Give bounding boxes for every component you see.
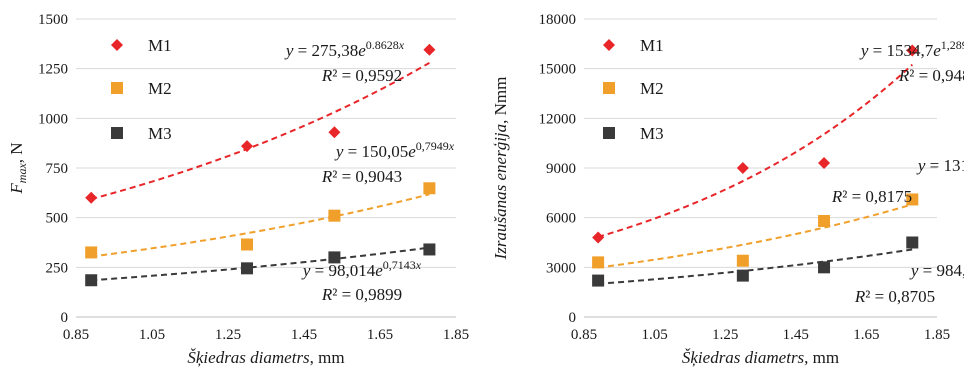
data-point-m3 [592,274,605,287]
data-point-m2 [906,193,919,206]
data-point-m3 [906,236,919,249]
data-point-m3 [85,274,98,287]
data-point-m2 [241,238,253,251]
y-tick-label: 1250 [38,62,68,78]
trendline-m2 [597,203,913,269]
x-tick-label: 0.85 [63,327,89,343]
y-tick-label: 18000 [539,12,577,28]
data-point-m3 [241,262,253,275]
data-point-m2 [85,246,98,259]
x-axis-title: Šķiedras diametrs, mm [682,348,839,367]
data-point-m1 [328,126,341,139]
x-tick-label: 1.25 [215,327,241,343]
data-point-m2 [328,209,341,222]
y-tick-label: 1000 [38,111,68,127]
chart-panel-energy: 0 3000 6000 9000 12000 15000 18000 0.85 1.05 1.25… [482,0,964,368]
legend-label: M2 [640,79,664,98]
r-squared: R² = 0,9486 [898,66,964,85]
y-tick-label: 250 [46,260,69,276]
x-tick-label: 1.05 [641,327,667,343]
x-tick-label: 1.85 [924,327,950,343]
y-tick-label: 750 [46,161,69,177]
y-axis-title: Fmax, N [7,142,29,194]
trend-equation: y = 150,05e0,7949x [334,139,455,161]
legend-label: M1 [148,36,172,55]
trend-equation: y = 984,18e0,799x [909,258,964,280]
data-point-m3 [328,251,341,264]
trend-equation: y = 1312,1e0,9244x [916,153,964,175]
fmax-chart: 0 250 500 750 1000 1250 1500 0.85 1.05 1.25 1.45 1.… [7,12,469,367]
legend-label: M3 [640,124,664,143]
r-squared: R² = 0,9899 [321,285,402,304]
chart-panel-fmax: 0 250 500 750 1000 1250 1500 0.85 1.05 1.25 1.45 1.… [7,12,469,367]
trendline-m3 [598,248,913,285]
legend-marker [603,82,615,94]
y-tick-label: 6000 [546,211,576,227]
trend-equation: y = 1534,7e1,2897x [859,38,964,60]
legend-label: M1 [640,36,664,55]
data-point-m1 [818,157,831,170]
r-squared: R² = 0,9592 [321,66,402,85]
trendline-m3 [91,246,430,282]
data-point-m1 [423,43,436,56]
r-squared: R² = 0,9043 [321,167,402,186]
y-tick-label: 12000 [539,111,577,127]
x-tick-label: 1.25 [712,327,738,343]
data-point-m3 [736,269,749,282]
data-point-m2 [736,254,749,267]
trendline-m2 [91,193,430,258]
x-tick-label: 1.65 [367,327,393,343]
x-tick-label: 1.85 [443,327,469,343]
legend-marker [111,127,123,139]
y-tick-label: 0 [61,310,69,326]
energy-chart: 0 3000 6000 9000 12000 15000 18000 0.85 1.05 1.25… [491,12,964,367]
trendline-m1 [597,63,913,238]
trendline-m1 [90,62,430,201]
x-tick-label: 1.45 [291,327,317,343]
data-point-m1 [906,44,919,57]
x-axis-title: Šķiedras diametrs, mm [187,348,344,367]
x-tick-label: 0.85 [571,327,597,343]
y-tick-label: 1500 [38,12,68,28]
legend-marker [603,39,615,51]
data-point-m2 [592,256,605,269]
data-point-m1 [592,231,605,244]
x-tick-label: 1.65 [853,327,879,343]
y-tick-label: 0 [569,310,577,326]
legend-label: M2 [148,79,172,98]
y-tick-label: 500 [46,211,69,227]
legend-label: M3 [148,124,172,143]
trend-equation: y = 275,38e0.8628x [284,38,405,60]
x-tick-label: 1.05 [139,327,165,343]
legend-marker [111,39,123,51]
data-point-m2 [423,182,436,195]
r-squared: R² = 0,8705 [854,287,935,306]
data-point-m1 [241,140,253,153]
data-point-m3 [423,243,436,256]
data-point-m1 [85,191,98,204]
y-tick-label: 3000 [546,260,576,276]
y-tick-label: 9000 [546,161,576,177]
data-point-m3 [818,261,831,274]
y-axis-title: Izraušanas enerģija, Nmm [491,77,510,261]
legend-marker [603,127,615,139]
trend-equation: y = 98,014e0,7143x [301,258,422,280]
legend-marker [111,82,123,94]
r-squared: R² = 0,8175 [831,187,912,206]
data-point-m2 [818,214,831,227]
data-point-m1 [736,162,749,174]
x-tick-label: 1.45 [783,327,809,343]
y-tick-label: 15000 [539,62,577,78]
